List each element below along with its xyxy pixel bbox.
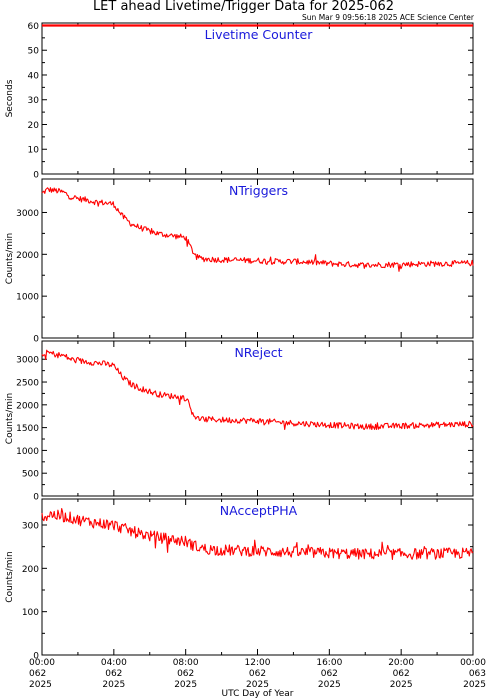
x-tick-label: 00:00 bbox=[460, 658, 486, 668]
x-tick-label: 063 bbox=[469, 669, 486, 679]
y-tick-label: 1000 bbox=[16, 447, 39, 457]
x-tick-label: 062 bbox=[105, 669, 122, 679]
x-tick-label: 08:00 bbox=[173, 658, 199, 668]
y-tick-label: 20 bbox=[28, 121, 40, 131]
series-line bbox=[41, 507, 474, 561]
panel-title: NReject bbox=[234, 345, 282, 360]
y-tick-label: 500 bbox=[22, 470, 39, 480]
x-tick-label: 2025 bbox=[102, 680, 125, 690]
y-tick-label: 200 bbox=[22, 565, 39, 575]
x-tick-label: 2025 bbox=[174, 680, 197, 690]
y-axis-label: Counts/min bbox=[5, 393, 15, 444]
y-tick-label: 50 bbox=[28, 47, 40, 57]
x-tick-label: 062 bbox=[29, 669, 46, 679]
panel-3: 0 100 200 300 Counts/min NAcceptPHA bbox=[5, 498, 474, 662]
panel-title: NTriggers bbox=[229, 183, 288, 198]
x-tick-label: 062 bbox=[249, 669, 266, 679]
x-tick-label: 12:00 bbox=[245, 658, 271, 668]
panel-title: NAcceptPHA bbox=[220, 503, 298, 518]
y-tick-label: 2000 bbox=[16, 401, 39, 411]
y-tick-label: 300 bbox=[22, 522, 39, 532]
x-tick-label: 04:00 bbox=[101, 658, 127, 668]
panel-frame bbox=[41, 22, 474, 175]
y-tick-label: 0 bbox=[33, 171, 39, 181]
x-tick-label: 16:00 bbox=[316, 658, 342, 668]
y-tick-label: 3000 bbox=[16, 356, 39, 366]
x-tick-label: 2025 bbox=[29, 680, 52, 690]
y-axis-label: Counts/min bbox=[5, 233, 15, 284]
panel-1: 0 1000 2000 3000 Counts/min NTriggers bbox=[5, 178, 474, 345]
x-tick-label: 00:00 bbox=[29, 658, 55, 668]
y-tick-label: 2500 bbox=[16, 379, 39, 389]
y-axis-label: Seconds bbox=[5, 79, 15, 117]
y-tick-label: 40 bbox=[28, 71, 40, 81]
y-tick-label: 60 bbox=[28, 22, 40, 32]
x-tick-label: 2025 bbox=[246, 680, 269, 690]
panel-2: 0 500 1000 1500 2000 2500 3000 Counts/min NRejec… bbox=[5, 340, 474, 503]
y-tick-label: 0 bbox=[33, 493, 39, 503]
y-tick-label: 100 bbox=[22, 608, 39, 618]
page-title: LET ahead Livetime/Trigger Data for 2025… bbox=[92, 0, 395, 14]
y-tick-label: 1500 bbox=[16, 424, 39, 434]
y-tick-label: 0 bbox=[33, 652, 39, 662]
panel-title: Livetime Counter bbox=[205, 27, 314, 42]
x-tick-label: 2025 bbox=[463, 680, 486, 690]
x-tick-label: 062 bbox=[321, 669, 338, 679]
series-line bbox=[41, 187, 474, 272]
y-tick-label: 30 bbox=[28, 96, 40, 106]
x-tick-label: 062 bbox=[393, 669, 410, 679]
page-subtitle: Sun Mar 9 09:56:18 2025 ACE Science Cent… bbox=[302, 13, 474, 22]
x-tick-label: 20:00 bbox=[388, 658, 414, 668]
x-tick-label: 2025 bbox=[390, 680, 413, 690]
y-tick-label: 2000 bbox=[16, 251, 39, 261]
y-tick-label: 0 bbox=[33, 335, 39, 345]
y-axis-label: Counts/min bbox=[5, 551, 15, 602]
series-line bbox=[41, 349, 474, 431]
x-axis-labels: 00:00062202504:00062202508:00062202512:0… bbox=[29, 658, 486, 699]
x-axis-label: UTC Day of Year bbox=[222, 689, 294, 699]
y-tick-label: 3000 bbox=[16, 209, 39, 219]
x-tick-label: 062 bbox=[177, 669, 194, 679]
panel-0: 0 10 20 30 40 50 60 Seconds Livetime Counter bbox=[5, 22, 474, 181]
y-tick-label: 10 bbox=[28, 146, 40, 156]
x-tick-label: 2025 bbox=[318, 680, 341, 690]
y-tick-label: 1000 bbox=[16, 293, 39, 303]
